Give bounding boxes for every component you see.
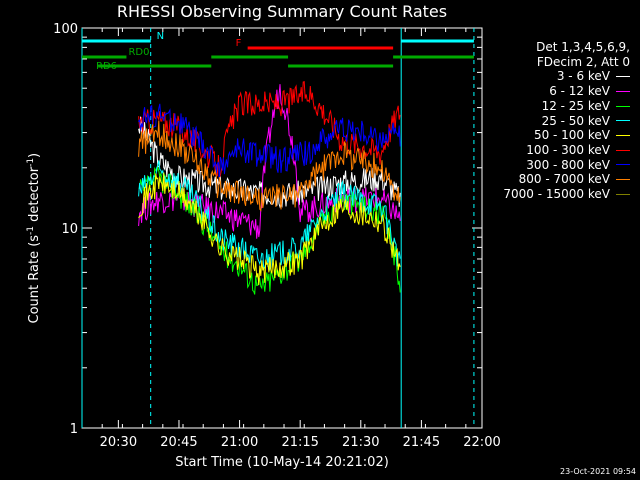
y-axis-label: Count Rate (s-1 detector-1) [25, 152, 43, 324]
legend-entry-label: 300 - 800 keV [526, 157, 610, 172]
x-tick-label: 21:00 [221, 435, 258, 450]
y-tick-label: 1 [70, 422, 78, 437]
legend-entry-label: 7000 - 15000 keV [503, 187, 610, 202]
legend-swatch [616, 179, 630, 181]
status-bar-label: RD0 [128, 47, 149, 58]
x-tick-label: 22:00 [463, 435, 500, 450]
series-line-2 [138, 165, 401, 295]
legend-entry-label: 800 - 7000 keV [518, 172, 610, 187]
legend-entry: 100 - 300 keV [480, 143, 630, 158]
legend-swatch [616, 149, 630, 151]
status-bar-label: F [236, 38, 242, 49]
x-tick-label: 21:45 [403, 435, 440, 450]
series-line-0 [138, 116, 401, 209]
x-axis-label: Start Time (10-May-14 20:21:02) [175, 455, 389, 470]
legend-entry: 50 - 100 keV [480, 128, 630, 143]
status-bar-label: N [157, 31, 164, 42]
legend-entry: 6 - 12 keV [480, 84, 630, 99]
legend-swatch [616, 193, 630, 195]
legend-entry: 300 - 800 keV [480, 158, 630, 173]
legend-swatch [616, 135, 630, 137]
legend-swatch [616, 90, 630, 92]
legend-entry: 12 - 25 keV [480, 99, 630, 114]
legend-entry: 800 - 7000 keV [480, 172, 630, 187]
legend-header-line-2: FDecim 2, Att 0 [536, 54, 630, 69]
legend-entry-label: 100 - 300 keV [526, 142, 610, 157]
legend-entry: 3 - 6 keV [480, 69, 630, 84]
y-tick-label: 10 [61, 222, 78, 237]
legend-entry-label: 50 - 100 keV [533, 128, 610, 143]
legend-swatch [616, 164, 630, 166]
legend-entry-label: 12 - 25 keV [541, 98, 610, 113]
x-tick-label: 21:30 [342, 435, 379, 450]
y-tick-label: 100 [53, 22, 78, 37]
x-tick-label: 20:45 [160, 435, 197, 450]
legend-entry-label: 3 - 6 keV [556, 69, 610, 84]
legend: Det 1,3,4,5,6,9, FDecim 2, Att 0 3 - 6 k… [480, 40, 630, 202]
chart-title: RHESSI Observing Summary Count Rates [116, 2, 448, 21]
x-tick-label: 21:15 [281, 435, 318, 450]
legend-entry: 25 - 50 keV [480, 114, 630, 129]
series-line-7 [138, 120, 401, 212]
legend-header-line-1: Det 1,3,4,5,6,9, [536, 40, 630, 54]
plot-frame [81, 27, 483, 429]
status-bar-label: RD6 [96, 61, 117, 72]
legend-swatch [616, 76, 630, 78]
series-line-3 [138, 160, 401, 272]
generation-timestamp: 23-Oct-2021 09:54 [560, 467, 636, 476]
legend-entry: 7000 - 15000 keV [480, 187, 630, 202]
legend-swatch [616, 105, 630, 107]
series-line-6 [138, 103, 401, 182]
x-tick-label: 20:30 [100, 435, 137, 450]
legend-swatch [616, 120, 630, 122]
legend-entry-label: 25 - 50 keV [541, 113, 610, 128]
legend-entry-label: 6 - 12 keV [549, 84, 610, 99]
series-line-4 [138, 172, 401, 286]
